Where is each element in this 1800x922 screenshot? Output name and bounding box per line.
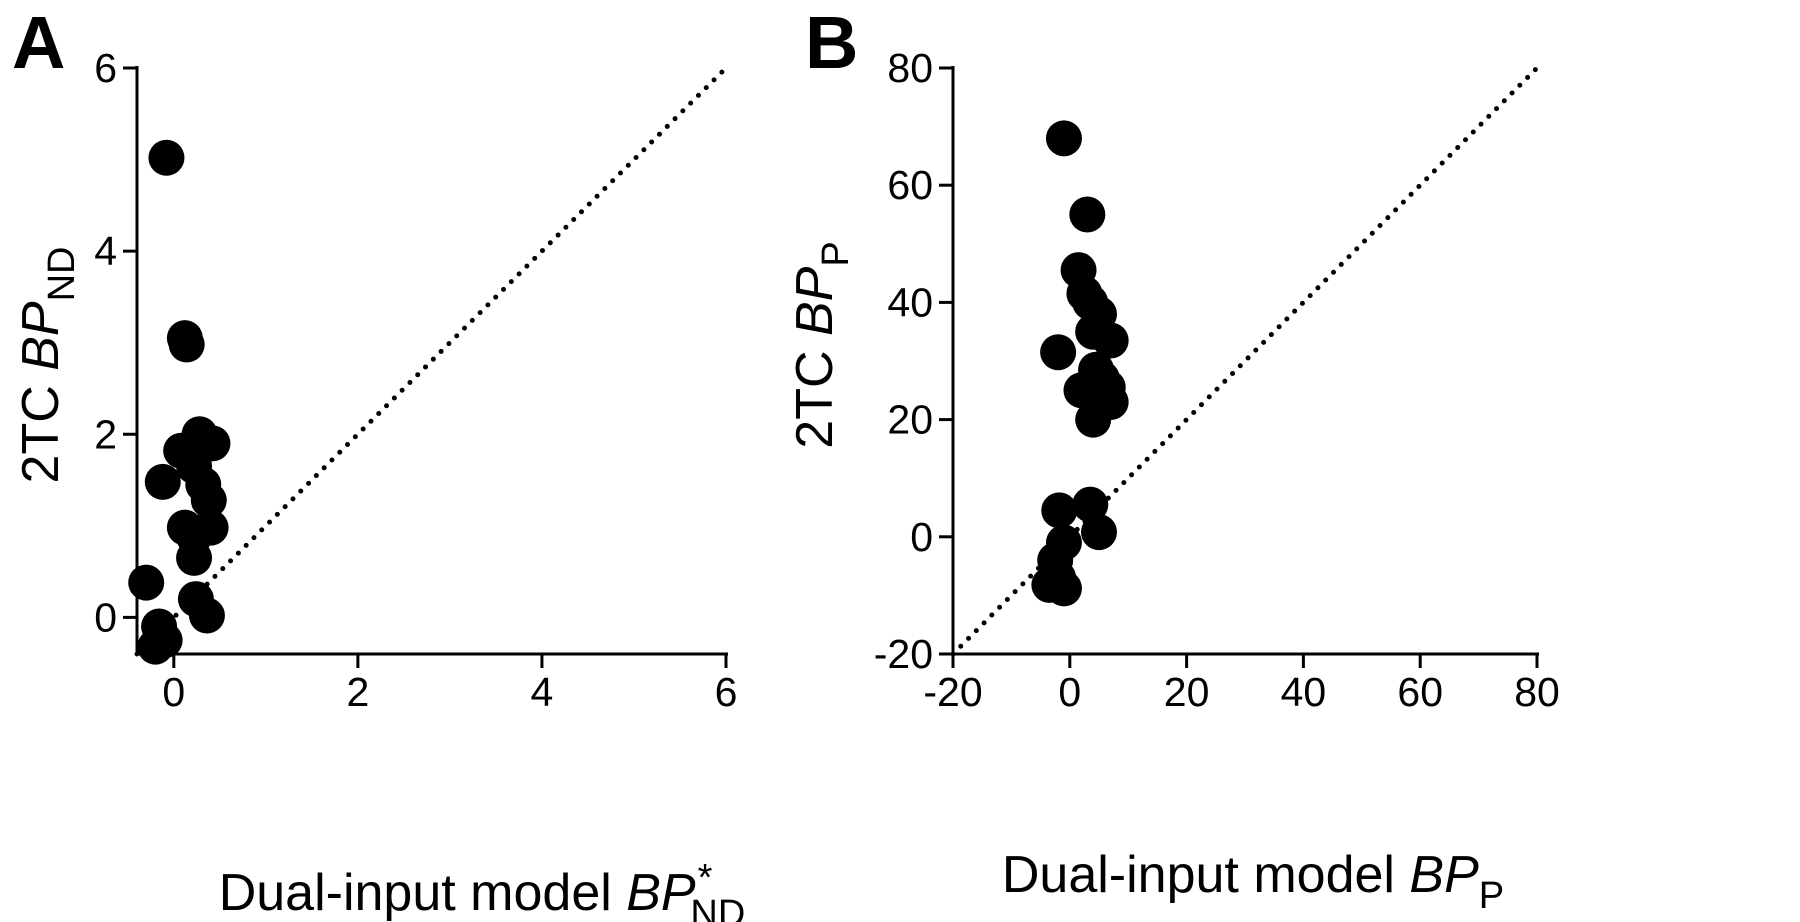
panel-a-y-tick-label: 0 (94, 594, 117, 640)
panel-b-y-tick-label: 20 (887, 397, 933, 443)
panel-a-x-tick-label: 2 (346, 669, 369, 715)
panel-a-ylabel-sub: ND (41, 247, 83, 302)
panel-b-data-point (1092, 322, 1129, 359)
panel-a-xlabel-sub: ND (690, 893, 745, 922)
panel-b-y-tick-label: 60 (887, 162, 933, 208)
panel-a-plot: 0 2 4 6 0 2 4 6 (94, 45, 737, 715)
panel-b-data-point (1040, 334, 1077, 371)
panel-b-data-point (1045, 120, 1082, 157)
panel-a-y-tick-label: 2 (94, 411, 117, 457)
panel-a-identity-line (134, 65, 729, 657)
panel-a-data-point (190, 482, 227, 519)
panel-b-x-tick-label: 60 (1397, 669, 1443, 715)
panel-a-x-tick-label: 6 (715, 669, 738, 715)
panel-b-data-point (1081, 514, 1117, 551)
panel-a-y-axis-label: 2TC BPND (12, 247, 83, 484)
panel-a-xlabel-main: BP (626, 864, 696, 922)
panel-b-x-tick-label: 20 (1164, 669, 1210, 715)
panel-b-xlabel-main: BP (1409, 846, 1479, 904)
panel-b-x-tick-label: 0 (1058, 669, 1081, 715)
panel-a-data-point (137, 628, 174, 665)
panel-b-ylabel-sub: P (815, 241, 857, 266)
panel-b-xlabel-sub: P (1479, 875, 1504, 917)
panel-b-x-tick-label: -20 (923, 669, 982, 715)
panel-b-plot: -20 0 20 40 60 80 -20 0 20 40 60 80 (874, 45, 1560, 715)
panel-a-x-tick-label: 4 (531, 669, 554, 715)
panel-a-data-point (168, 326, 205, 363)
panel-a-ylabel-main: BP (12, 301, 70, 371)
panel-a-data-point (128, 564, 165, 601)
panel-b-x-tick-label: 80 (1514, 669, 1560, 715)
panel-a-y-tick-label: 4 (94, 228, 117, 274)
panel-b-data-point (1069, 196, 1106, 233)
panel-b-y-tick-label: -20 (874, 631, 933, 677)
panel-b: B -20 0 20 40 60 80 -20 0 20 40 60 80 Dual-input mo… (786, 1, 1560, 917)
panel-a-xlabel-sup: * (698, 857, 713, 899)
panel-a-data-point (188, 597, 225, 634)
panel-b-data-point (1072, 486, 1109, 523)
panel-b-data-point (1045, 570, 1082, 607)
panel-b-y-tick-label: 80 (887, 45, 933, 91)
panel-b-data-point (1075, 401, 1112, 438)
panel-a-data-point (148, 139, 185, 176)
panel-b-y-axis-label: 2TC BPP (786, 241, 857, 448)
panel-b-ylabel-prefix: 2TC (786, 336, 844, 449)
panel-a-ylabel-prefix: 2TC (12, 371, 70, 484)
panel-b-x-axis-label: Dual-input model BPP (1002, 846, 1504, 917)
panel-b-ylabel-main: BP (786, 266, 844, 336)
panel-a-x-tick-label: 0 (162, 669, 185, 715)
panel-b-data-point (1041, 492, 1078, 529)
panel-b-letter: B (805, 1, 858, 84)
panel-a-y-tick-label: 6 (94, 45, 117, 91)
panel-a-data-point (144, 463, 181, 500)
panel-b-x-tick-label: 40 (1281, 669, 1327, 715)
panel-a-letter: A (12, 1, 65, 84)
panel-b-y-tick-label: 0 (910, 514, 933, 560)
panel-a-data-point (176, 539, 213, 576)
panel-a-x-axis-label: Dual-input model BP* ND (219, 857, 746, 922)
panel-a-xlabel-prefix: Dual-input model (219, 864, 627, 922)
panel-b-y-tick-label: 40 (887, 279, 933, 325)
panel-b-xlabel-prefix: Dual-input model (1002, 846, 1410, 904)
